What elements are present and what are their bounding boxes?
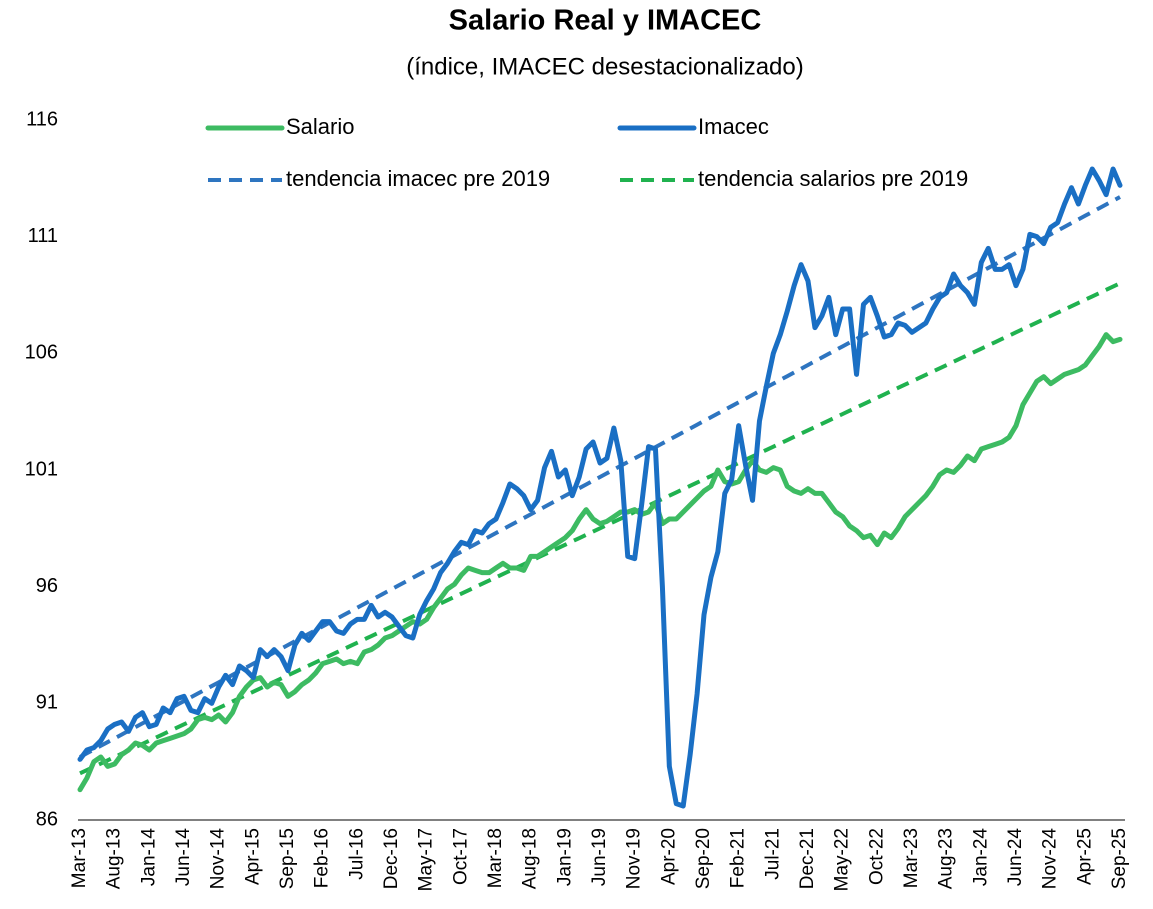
y-tick-label: 111 (28, 225, 58, 247)
y-tick-label: 86 (36, 808, 58, 830)
x-tick-label: Aug-13 (104, 828, 125, 889)
x-tick-label: Jun-24 (1005, 828, 1026, 887)
trend-line (79, 281, 1121, 776)
x-tick-label: Dec-16 (381, 828, 402, 889)
x-tick-label: Jul-16 (346, 828, 367, 880)
y-tick-label: 106 (25, 342, 58, 364)
x-tick-label: Jun-19 (589, 828, 610, 886)
x-tick-label: Apr-25 (1074, 828, 1095, 885)
legend-label: Salario (286, 114, 354, 139)
x-tick-label: Feb-21 (728, 828, 749, 888)
x-tick-label: Nov-19 (624, 828, 645, 889)
x-tick-label: May-22 (832, 828, 853, 891)
x-tick-label: Jan-14 (138, 828, 159, 887)
y-tick-label: 116 (26, 108, 58, 130)
x-tick-label: Oct-22 (866, 828, 887, 885)
y-tick-label: 91 (36, 692, 58, 714)
x-tick-label: Aug-18 (520, 828, 541, 889)
x-tick-label: Nov-24 (1040, 828, 1061, 890)
x-tick-label: Mar-23 (901, 828, 922, 888)
x-tick-label: Jan-19 (554, 828, 575, 886)
line (77, 332, 1123, 793)
chart-subtitle: (índice, IMACEC desestacionalizado) (406, 53, 804, 80)
x-tick-label: Mar-18 (485, 828, 506, 888)
x-tick-label: Apr-15 (242, 828, 263, 885)
x-tick-label: Sep-15 (277, 828, 298, 889)
x-tick-label: Dec-21 (797, 828, 818, 889)
x-tick-label: Nov-14 (208, 828, 229, 890)
x-tick-label: May-17 (416, 828, 437, 891)
y-tick-label: 96 (36, 575, 58, 597)
x-tick-label: Sep-25 (1109, 828, 1130, 889)
x-tick-label: Mar-13 (69, 828, 90, 888)
x-tick-label: Oct-17 (450, 828, 471, 885)
x-tick-label: Jul-21 (762, 828, 783, 880)
x-tick-label: Feb-16 (312, 828, 333, 888)
legend-label: tendencia salarios pre 2019 (698, 166, 968, 191)
x-tick-label: Jan-24 (970, 828, 991, 887)
x-tick-label: Apr-20 (658, 828, 679, 885)
legend-label: Imacec (698, 114, 769, 139)
trend-line (79, 195, 1121, 759)
x-tick-label: Sep-20 (693, 828, 714, 889)
x-tick-label: Jun-14 (173, 828, 194, 887)
line (77, 166, 1123, 809)
y-tick-label: 101 (25, 458, 58, 480)
chart-title: Salario Real y IMACEC (449, 5, 762, 37)
legend-label: tendencia imacec pre 2019 (286, 166, 550, 191)
x-tick-label: Aug-23 (936, 828, 957, 889)
